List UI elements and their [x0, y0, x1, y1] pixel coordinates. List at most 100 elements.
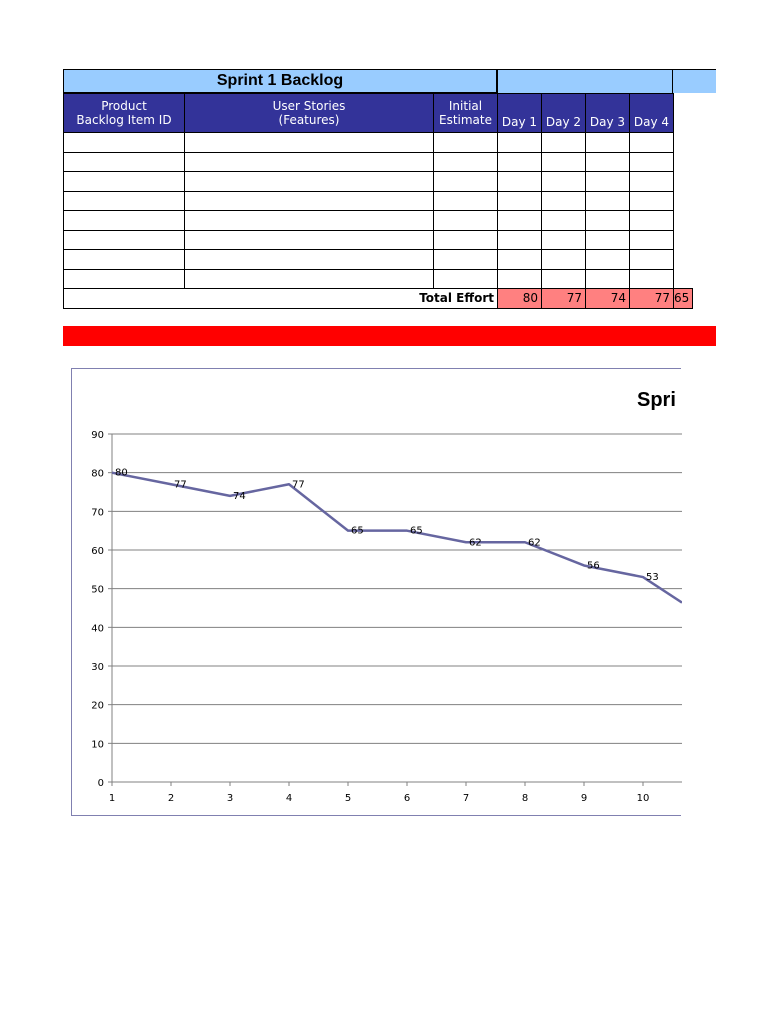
data-label: 80: [115, 468, 128, 479]
y-tick-label: 60: [91, 546, 104, 557]
table-row: [63, 210, 693, 231]
y-tick-label: 80: [91, 469, 104, 480]
x-tick-label: 9: [581, 793, 587, 804]
cell-day-1[interactable]: [497, 151, 542, 172]
cell-day-4[interactable]: [629, 151, 674, 172]
cell-day-3[interactable]: [585, 132, 630, 153]
cell-day-2[interactable]: [541, 171, 586, 192]
cell-day-1[interactable]: [497, 268, 542, 289]
cell-user-story[interactable]: [184, 151, 434, 172]
burndown-series-line: [111, 471, 682, 604]
title-bar-extension: [497, 69, 716, 93]
cell-day-3[interactable]: [585, 268, 630, 289]
header-stories-line2: (Features): [278, 113, 340, 127]
total-day-2[interactable]: 74: [585, 288, 630, 309]
cell-item-id[interactable]: [63, 151, 185, 172]
cell-item-id[interactable]: [63, 249, 185, 270]
burndown-chart: Spri 0 10 20 30 40 50 60 70 80 90 1 2 3 4 5 6 7 8 9 10 80 77 74…: [71, 368, 682, 816]
cell-item-id[interactable]: [63, 190, 185, 211]
cell-item-id[interactable]: [63, 229, 185, 250]
cell-initial-estimate[interactable]: [433, 171, 498, 192]
header-item-id-line1: Product: [101, 99, 147, 113]
cell-day-2[interactable]: [541, 210, 586, 231]
cell-user-story[interactable]: [184, 210, 434, 231]
cell-day-1[interactable]: [497, 210, 542, 231]
cell-day-2[interactable]: [541, 268, 586, 289]
cell-initial-estimate[interactable]: [433, 132, 498, 153]
cell-day-1[interactable]: [497, 249, 542, 270]
title-bar-extension-border: [497, 69, 673, 93]
cell-day-1[interactable]: [497, 171, 542, 192]
cell-user-story[interactable]: [184, 249, 434, 270]
data-label: 65: [351, 526, 364, 537]
total-day-3[interactable]: 77: [629, 288, 674, 309]
x-tick-label: 2: [168, 793, 174, 804]
cell-item-id[interactable]: [63, 210, 185, 231]
header-item-id-line2: Backlog Item ID: [76, 113, 172, 127]
data-label: 77: [292, 479, 305, 490]
cell-initial-estimate[interactable]: [433, 229, 498, 250]
total-initial-estimate[interactable]: 80: [497, 288, 542, 309]
y-tick-label: 30: [91, 662, 104, 673]
cell-day-3[interactable]: [585, 229, 630, 250]
data-label: 65: [410, 526, 423, 537]
cell-item-id[interactable]: [63, 268, 185, 289]
cell-day-4[interactable]: [629, 249, 674, 270]
x-tick-label: 10: [637, 793, 650, 804]
header-estimate-line1: Initial: [448, 99, 483, 113]
table-row: [63, 190, 693, 211]
cell-day-3[interactable]: [585, 249, 630, 270]
sprint-backlog-table: Product Backlog Item ID User Stories (Fe…: [63, 93, 694, 309]
cell-day-4[interactable]: [629, 132, 674, 153]
table-row: [63, 229, 693, 250]
cell-day-4[interactable]: [629, 229, 674, 250]
cell-user-story[interactable]: [184, 268, 434, 289]
y-tick-label: 90: [91, 430, 104, 441]
cell-day-2[interactable]: [541, 229, 586, 250]
cell-day-2[interactable]: [541, 151, 586, 172]
total-day-4[interactable]: 65: [672, 288, 694, 309]
x-tick-label: 8: [522, 793, 528, 804]
cell-user-story[interactable]: [184, 190, 434, 211]
cell-day-2[interactable]: [541, 132, 586, 153]
cell-day-3[interactable]: [585, 210, 630, 231]
x-tick-label: 4: [286, 793, 292, 804]
cell-user-story[interactable]: [184, 229, 434, 250]
cell-initial-estimate[interactable]: [433, 151, 498, 172]
table-row: [63, 151, 693, 172]
cell-item-id[interactable]: [63, 132, 185, 153]
cell-user-story[interactable]: [184, 171, 434, 192]
cell-day-4[interactable]: [629, 190, 674, 211]
cell-initial-estimate[interactable]: [433, 249, 498, 270]
data-label: 53: [646, 572, 659, 583]
total-day-1[interactable]: 77: [541, 288, 586, 309]
cell-day-3[interactable]: [585, 151, 630, 172]
cell-day-2[interactable]: [541, 190, 586, 211]
y-tick-label: 50: [91, 585, 104, 596]
cell-initial-estimate[interactable]: [433, 210, 498, 231]
cell-day-3[interactable]: [585, 190, 630, 211]
cell-day-4[interactable]: [629, 268, 674, 289]
cell-initial-estimate[interactable]: [433, 190, 498, 211]
data-label: 74: [233, 491, 246, 502]
cell-day-1[interactable]: [497, 190, 542, 211]
table-row: [63, 249, 693, 270]
section-divider-bar: [63, 326, 716, 346]
header-user-stories: User Stories (Features): [184, 93, 434, 133]
cell-day-3[interactable]: [585, 171, 630, 192]
cell-day-4[interactable]: [629, 210, 674, 231]
data-label: 62: [528, 537, 541, 548]
header-initial-estimate: Initial Estimate: [433, 93, 498, 133]
cell-day-1[interactable]: [497, 229, 542, 250]
cell-day-1[interactable]: [497, 132, 542, 153]
x-tick-label: 6: [404, 793, 410, 804]
x-tick-label: 1: [109, 793, 115, 804]
cell-user-story[interactable]: [184, 132, 434, 153]
cell-initial-estimate[interactable]: [433, 268, 498, 289]
cell-day-4[interactable]: [629, 171, 674, 192]
data-label: 62: [469, 537, 482, 548]
cell-item-id[interactable]: [63, 171, 185, 192]
cell-day-2[interactable]: [541, 249, 586, 270]
table-row: [63, 132, 693, 153]
